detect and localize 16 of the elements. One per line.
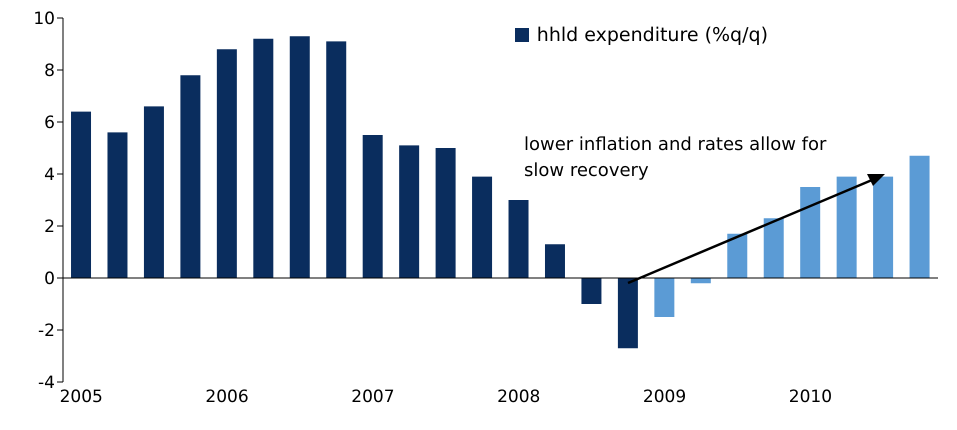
x-tick-label: 2010 — [788, 387, 832, 408]
x-tick-label: 2009 — [642, 387, 686, 408]
annotation: lower inflation and rates allow for slow recovery — [524, 133, 828, 183]
y-tick-label: 2 — [44, 217, 55, 238]
legend-label: hhld expenditure (%q/q) — [536, 24, 768, 46]
y-tick-label: 6 — [44, 113, 55, 134]
y-tick-label: 4 — [44, 165, 55, 186]
y-tick-label: -4 — [38, 373, 55, 394]
x-tick-label: 2007 — [351, 387, 395, 408]
y-tick-label: -2 — [38, 321, 55, 342]
y-tick-label: 0 — [44, 269, 55, 290]
x-tick-label: 2008 — [497, 387, 540, 408]
y-tick-label: 8 — [44, 61, 55, 82]
x-tick-label: 2006 — [205, 387, 249, 408]
y-tick-label: 10 — [33, 9, 55, 30]
x-tick-label: 2005 — [60, 387, 103, 408]
